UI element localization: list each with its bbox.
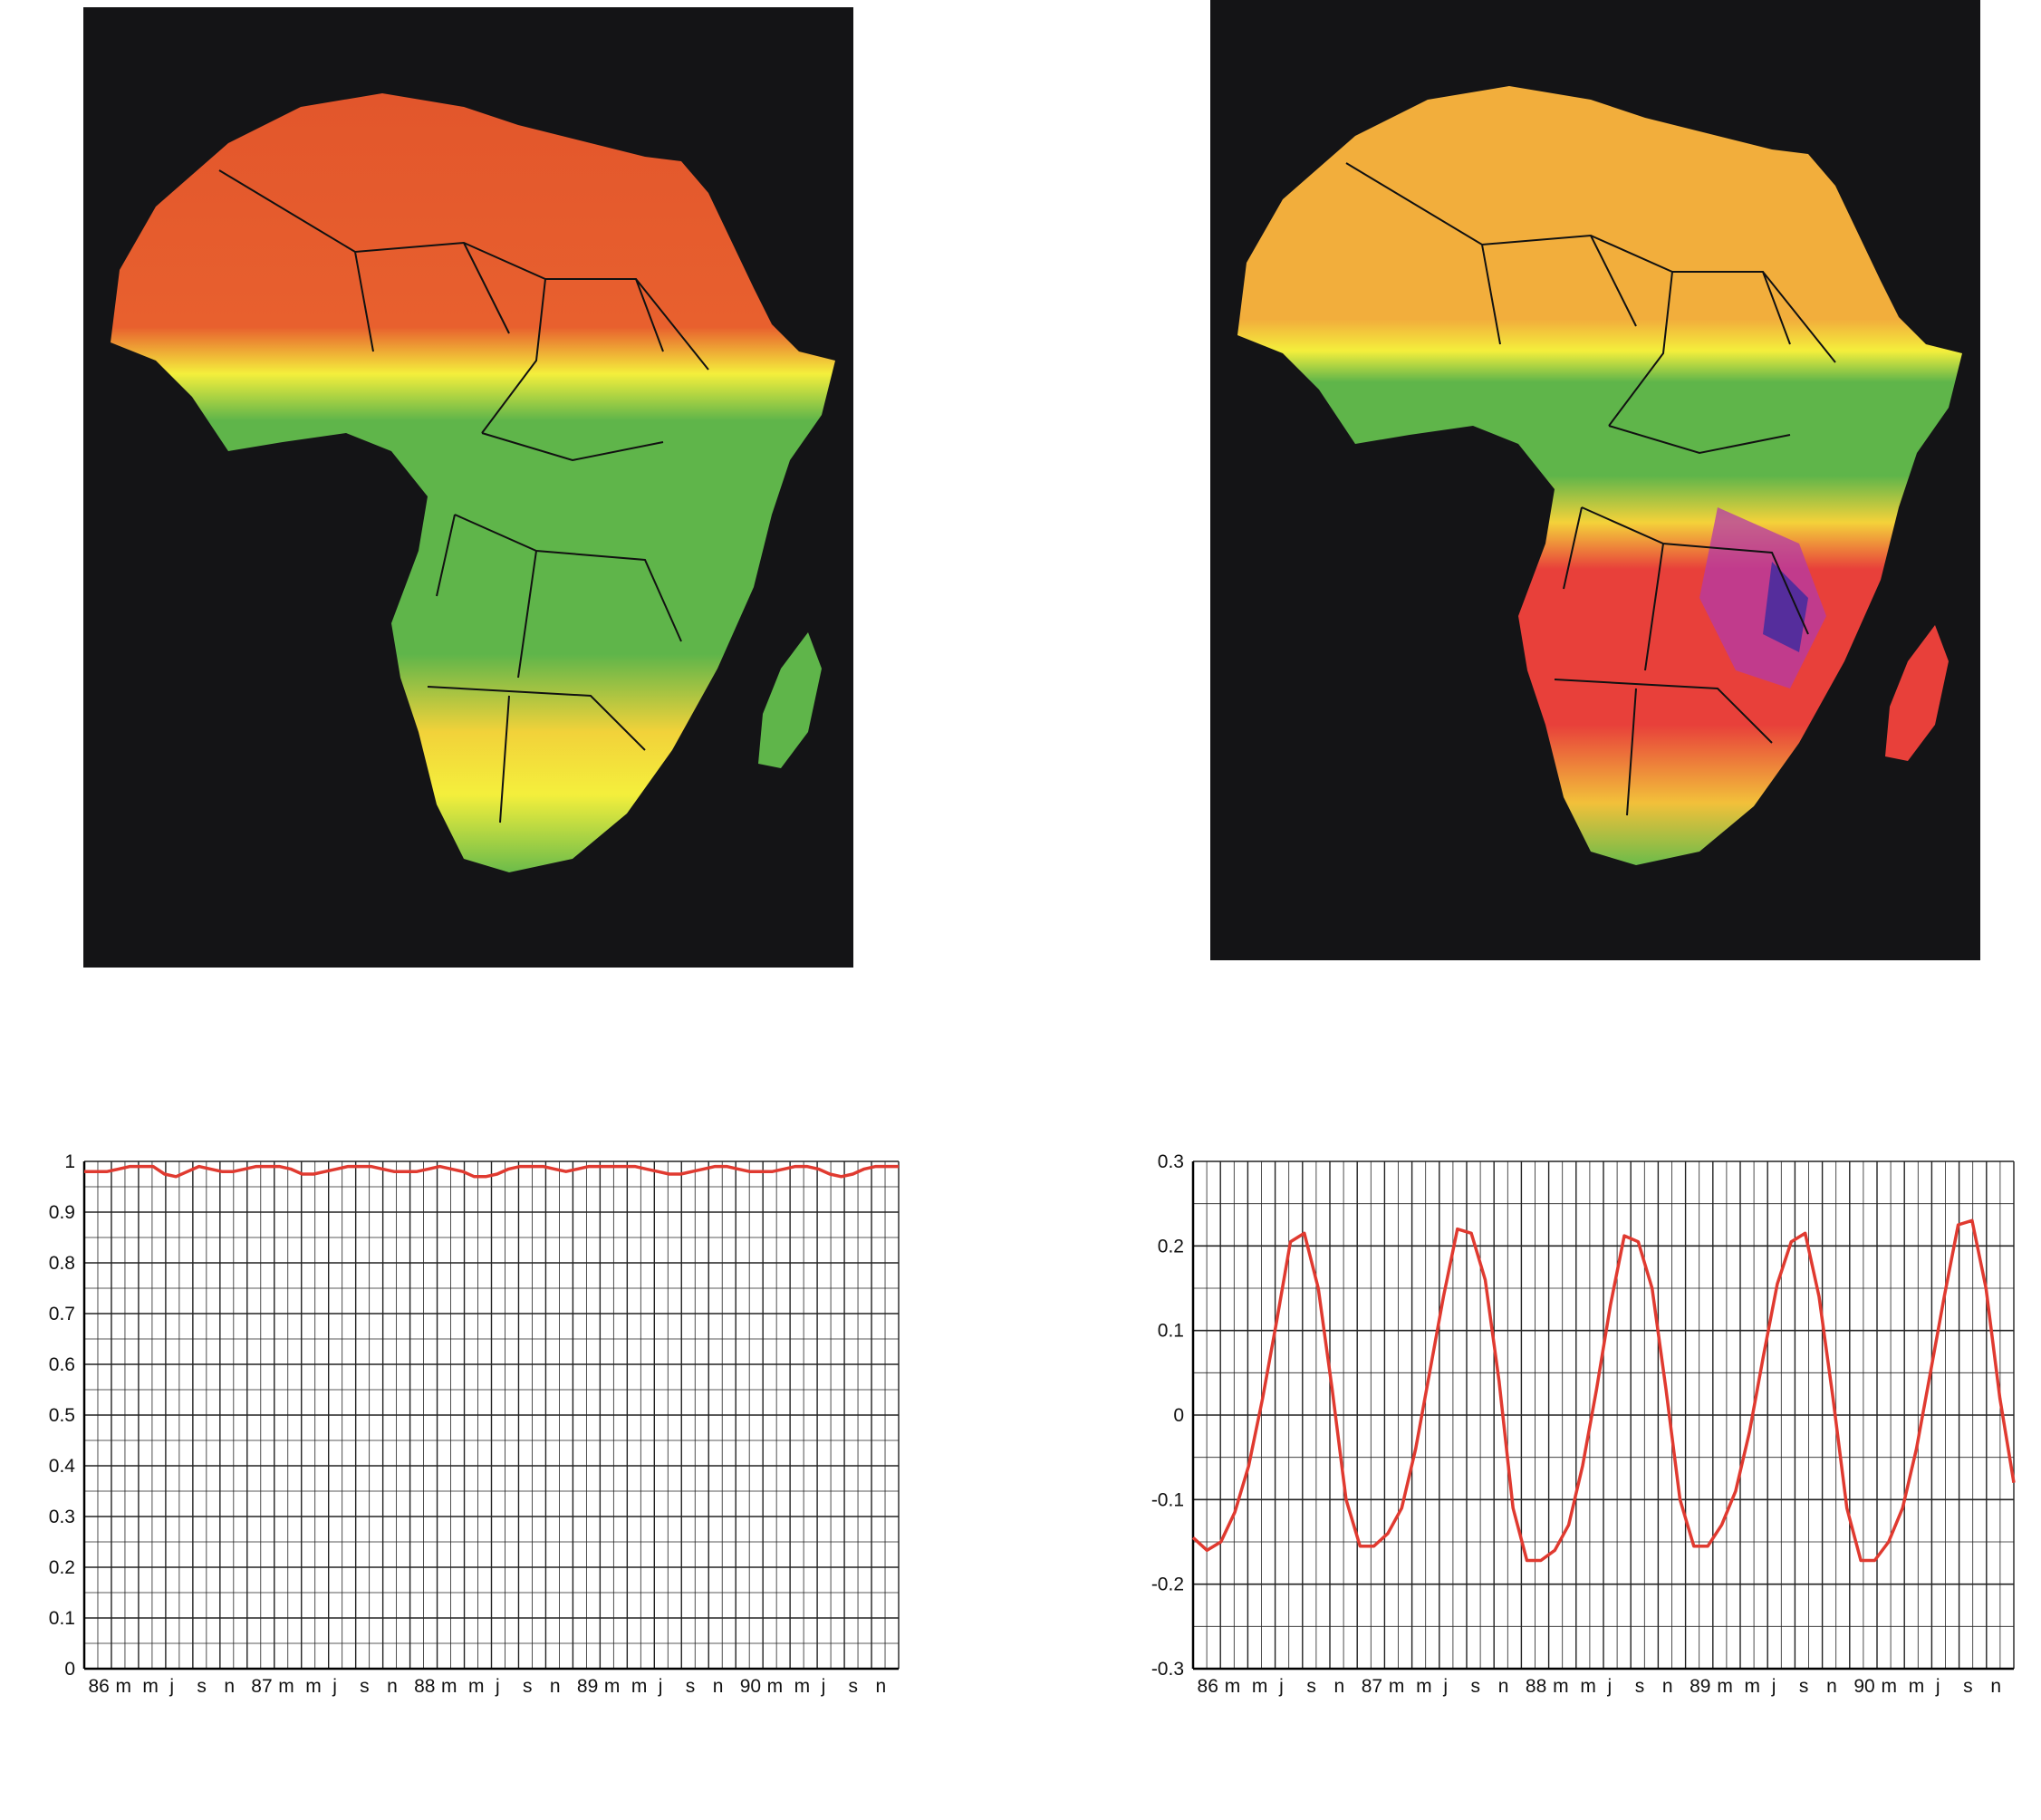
rainy-core-right bbox=[1763, 562, 1808, 652]
x-tick-label: j bbox=[1935, 1676, 1940, 1697]
x-tick-label: m bbox=[1717, 1676, 1733, 1697]
y-tick-label: 0.9 bbox=[49, 1202, 75, 1223]
y-tick-label: 0.8 bbox=[49, 1253, 75, 1274]
x-tick-label: s bbox=[1635, 1676, 1645, 1697]
x-tick-label: j bbox=[1607, 1676, 1613, 1697]
y-tick-label: 0 bbox=[64, 1659, 75, 1680]
x-tick-label: j bbox=[1771, 1676, 1776, 1697]
x-tick-label: j bbox=[1278, 1676, 1284, 1697]
x-tick-label: m bbox=[631, 1676, 648, 1697]
x-tick-label: s bbox=[360, 1676, 370, 1697]
x-tick-label: s bbox=[1963, 1676, 1973, 1697]
y-tick-label: 0.2 bbox=[1158, 1236, 1184, 1257]
x-tick-label: n bbox=[713, 1676, 724, 1697]
chart-right: -0.3-0.2-0.100.10.20.386 m m j s n 87 m m j s n 88 m m… bbox=[1151, 1151, 2016, 1697]
y-tick-label: 0 bbox=[1173, 1405, 1184, 1426]
x-tick-label: n bbox=[550, 1676, 561, 1697]
x-tick-label: 89 bbox=[1690, 1676, 1710, 1697]
x-tick-label: s bbox=[1306, 1676, 1316, 1697]
y-tick-label: 0.7 bbox=[49, 1304, 75, 1324]
x-tick-label: j bbox=[1442, 1676, 1448, 1697]
x-tick-label: m bbox=[1553, 1676, 1569, 1697]
x-tick-label: m bbox=[142, 1676, 159, 1697]
x-tick-label: m bbox=[468, 1676, 485, 1697]
y-tick-label: 0.5 bbox=[49, 1405, 75, 1426]
x-tick-label: m bbox=[767, 1676, 784, 1697]
x-tick-label: m bbox=[115, 1676, 131, 1697]
x-tick-label: n bbox=[224, 1676, 235, 1697]
y-tick-label: 0.1 bbox=[49, 1608, 75, 1629]
y-tick-label: -0.3 bbox=[1151, 1659, 1184, 1680]
x-tick-label: 90 bbox=[1853, 1676, 1874, 1697]
y-tick-label: 0.4 bbox=[49, 1456, 76, 1477]
x-tick-label: n bbox=[876, 1676, 887, 1697]
africa-map-right-image bbox=[1237, 86, 1962, 865]
x-tick-label: m bbox=[1745, 1676, 1761, 1697]
y-tick-label: 0.3 bbox=[1158, 1151, 1184, 1172]
x-tick-label: m bbox=[305, 1676, 322, 1697]
x-tick-label: n bbox=[387, 1676, 398, 1697]
africa-map-right bbox=[1210, 0, 1980, 960]
x-tick-label: m bbox=[441, 1676, 457, 1697]
x-tick-label: m bbox=[1909, 1676, 1925, 1697]
series-line bbox=[84, 1164, 899, 1179]
madagascar-left bbox=[758, 632, 822, 768]
y-tick-label: 0.1 bbox=[1158, 1321, 1184, 1342]
x-tick-label: n bbox=[1990, 1676, 2001, 1697]
x-tick-label: m bbox=[604, 1676, 621, 1697]
series-line bbox=[1191, 1218, 2016, 1563]
x-tick-label: 86 bbox=[1198, 1676, 1218, 1697]
y-tick-label: 0.2 bbox=[49, 1557, 75, 1578]
africa-map-left-image bbox=[111, 93, 835, 872]
x-tick-label: s bbox=[523, 1676, 533, 1697]
x-tick-label: s bbox=[197, 1676, 207, 1697]
x-tick-label: j bbox=[658, 1676, 663, 1697]
x-tick-label: j bbox=[495, 1676, 500, 1697]
madagascar-right bbox=[1885, 625, 1949, 761]
borders-left bbox=[218, 169, 709, 823]
borders-right bbox=[1345, 162, 1836, 816]
x-tick-label: m bbox=[1416, 1676, 1432, 1697]
x-tick-label: 87 bbox=[1362, 1676, 1382, 1697]
x-tick-label: n bbox=[1334, 1676, 1345, 1697]
y-tick-label: -0.2 bbox=[1151, 1574, 1184, 1595]
x-tick-label: n bbox=[1498, 1676, 1509, 1697]
x-tick-label: m bbox=[1252, 1676, 1268, 1697]
x-tick-label: 87 bbox=[251, 1676, 272, 1697]
y-tick-label: 1 bbox=[64, 1151, 75, 1172]
x-tick-label: j bbox=[168, 1676, 174, 1697]
y-tick-label: -0.1 bbox=[1151, 1489, 1184, 1510]
x-tick-label: s bbox=[1799, 1676, 1809, 1697]
x-tick-label: s bbox=[686, 1676, 696, 1697]
x-tick-label: n bbox=[1662, 1676, 1673, 1697]
x-tick-label: j bbox=[332, 1676, 337, 1697]
x-tick-label: m bbox=[1389, 1676, 1405, 1697]
africa-landmass-right bbox=[1237, 86, 1962, 865]
x-tick-label: m bbox=[278, 1676, 294, 1697]
x-tick-label: 86 bbox=[88, 1676, 109, 1697]
x-tick-label: 88 bbox=[1526, 1676, 1546, 1697]
y-tick-label: 0.3 bbox=[49, 1507, 75, 1527]
x-tick-label: s bbox=[1471, 1676, 1481, 1697]
x-tick-label: 89 bbox=[577, 1676, 598, 1697]
x-tick-label: m bbox=[794, 1676, 811, 1697]
x-tick-label: m bbox=[1580, 1676, 1596, 1697]
africa-landmass-left bbox=[111, 93, 835, 872]
x-tick-label: 88 bbox=[414, 1676, 435, 1697]
x-tick-label: j bbox=[821, 1676, 826, 1697]
x-tick-label: s bbox=[849, 1676, 859, 1697]
x-tick-label: m bbox=[1225, 1676, 1241, 1697]
africa-map-left bbox=[83, 7, 853, 968]
x-tick-label: m bbox=[1882, 1676, 1898, 1697]
x-tick-label: n bbox=[1826, 1676, 1837, 1697]
y-tick-label: 0.6 bbox=[49, 1354, 75, 1375]
x-tick-label: 90 bbox=[740, 1676, 761, 1697]
